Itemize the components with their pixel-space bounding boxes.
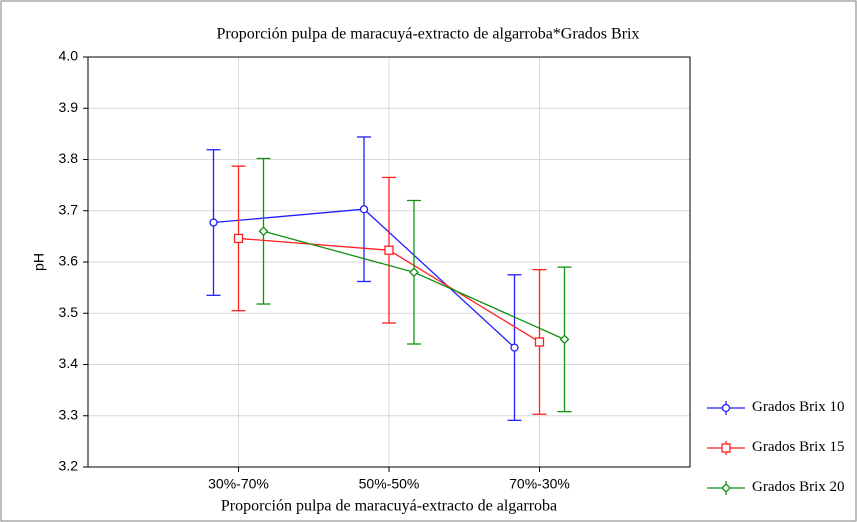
y-tick-label: 3.2	[59, 458, 79, 474]
chart-title: Proporción pulpa de maracuyá-extracto de…	[217, 26, 640, 43]
marker	[721, 443, 731, 453]
y-tick-label: 3.3	[59, 406, 79, 422]
marker	[384, 245, 394, 255]
x-tick-label: 50%-50%	[359, 476, 420, 492]
legend-label: Grados Brix 20	[752, 479, 845, 495]
y-tick-label: 3.8	[59, 150, 79, 166]
marker	[359, 205, 369, 214]
marker	[510, 343, 519, 352]
y-tick-label: 3.5	[59, 304, 79, 320]
x-tick-label: 70%-30%	[509, 476, 570, 492]
marker	[209, 218, 218, 227]
marker	[721, 403, 731, 413]
y-tick-label: 3.7	[59, 201, 79, 217]
x-axis-label: Proporción pulpa de maracuyá-extracto de…	[221, 498, 557, 515]
y-tick-label: 3.6	[59, 253, 79, 269]
y-tick-label: 3.4	[59, 355, 79, 371]
y-tick-label: 3.9	[59, 99, 79, 115]
marker	[258, 226, 269, 237]
y-tick-label: 4.0	[59, 48, 79, 64]
marker	[721, 483, 731, 493]
y-axis-label: pH	[31, 253, 47, 271]
legend-label: Grados Brix 10	[752, 399, 845, 415]
marker	[233, 233, 244, 244]
plot-area	[87, 56, 691, 468]
legend-label: Grados Brix 15	[752, 439, 845, 455]
marker	[409, 267, 419, 278]
marker	[559, 334, 570, 345]
x-tick-label: 30%-70%	[208, 476, 269, 492]
marker	[534, 337, 545, 347]
